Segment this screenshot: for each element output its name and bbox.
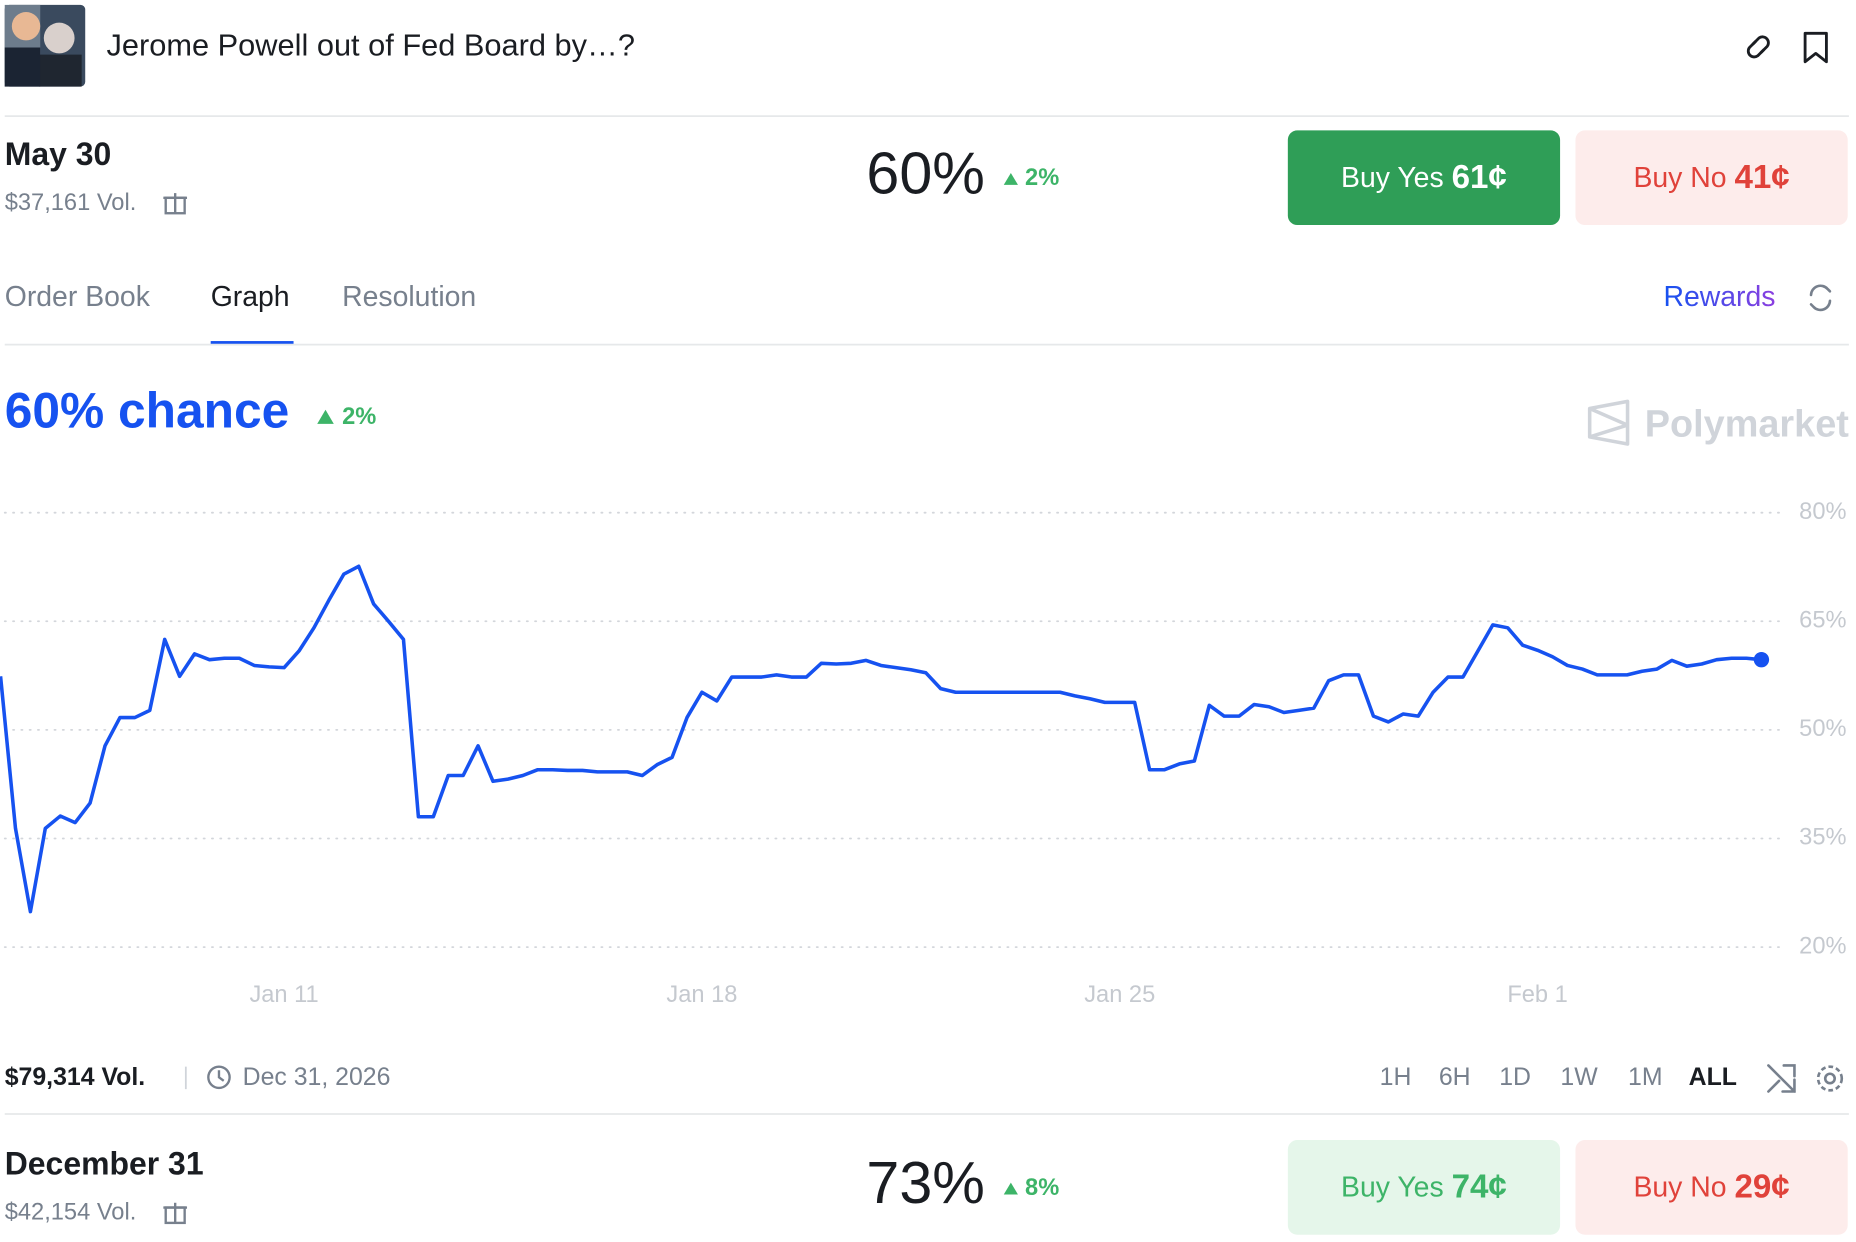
market-title: Jerome Powell out of Fed Board by…? <box>107 28 635 63</box>
settings-button[interactable] <box>1816 1065 1844 1092</box>
buy-no-button[interactable]: Buy No 29¢ <box>1575 1140 1848 1235</box>
button-label: Buy Yes <box>1341 1171 1444 1203</box>
y-tick-label: 65% <box>1799 608 1846 634</box>
y-tick-label: 80% <box>1799 499 1846 525</box>
gift-icon <box>163 1202 188 1225</box>
button-price: 41¢ <box>1734 159 1789 196</box>
range-button[interactable]: 1M <box>1628 1064 1663 1091</box>
buy-yes-button[interactable]: Buy Yes 74¢ <box>1287 1140 1561 1235</box>
button-text: Buy Yes 61¢ <box>1341 159 1507 196</box>
x-tick-label: Jan 25 <box>1084 982 1155 1008</box>
buy-no-button[interactable]: Buy No 41¢ <box>1575 130 1848 226</box>
market-volume: $42,154 Vol. <box>5 1200 137 1226</box>
chart-title: 60% chance <box>5 383 290 439</box>
button-price: 29¢ <box>1734 1168 1789 1205</box>
x-tick-label: Feb 1 <box>1507 982 1568 1008</box>
watermark-logo <box>1587 399 1630 446</box>
buy-yes-button[interactable]: Buy Yes 61¢ <box>1287 130 1561 226</box>
range-button[interactable]: 1D <box>1499 1064 1531 1091</box>
price-line <box>0 564 1762 914</box>
button-bg <box>1575 130 1848 226</box>
tab[interactable]: Resolution <box>342 281 476 313</box>
up-arrow <box>317 409 334 424</box>
x-tick-label: Jan 18 <box>666 982 737 1008</box>
market-change: 2% <box>1025 165 1059 191</box>
total-volume: $79,314 Vol. <box>5 1064 145 1091</box>
chart: 20% 35% 50% 65% 80% Jan 11 Jan 18 Jan 25 Feb 1 <box>0 499 1847 1008</box>
watermark: Polymarket <box>1645 403 1850 445</box>
button-label: Buy No <box>1633 1171 1726 1203</box>
y-tick-label: 35% <box>1799 825 1846 851</box>
market-date: December 31 <box>5 1146 204 1182</box>
button-text: Buy No 41¢ <box>1633 159 1789 196</box>
button-price: 61¢ <box>1452 159 1507 196</box>
button-label: Buy Yes <box>1341 161 1444 193</box>
range-button-active[interactable]: ALL <box>1689 1064 1737 1091</box>
range-button[interactable]: 1H <box>1380 1064 1412 1091</box>
end-date: Dec 31, 2026 <box>243 1064 391 1091</box>
chart-change: 2% <box>342 404 376 430</box>
x-tick-label: Jan 11 <box>249 982 318 1008</box>
y-tick-label: 50% <box>1799 716 1846 742</box>
last-point <box>1753 651 1770 668</box>
gift-icon <box>163 193 188 215</box>
button-price: 74¢ <box>1452 1168 1507 1205</box>
market-chance: 73% <box>866 1149 984 1216</box>
tab-active[interactable]: Graph <box>211 281 290 313</box>
button-text: Buy Yes 74¢ <box>1341 1168 1507 1205</box>
tab-underline <box>210 341 294 345</box>
shuffle-button[interactable] <box>1767 1064 1796 1093</box>
button-bg <box>1287 130 1561 226</box>
tab[interactable]: Order Book <box>5 281 151 313</box>
button-bg <box>1575 1140 1848 1235</box>
market-chance: 60% <box>866 139 984 206</box>
button-text: Buy No 29¢ <box>1633 1168 1789 1205</box>
market-volume: $37,161 Vol. <box>5 190 137 216</box>
button-label: Buy No <box>1633 161 1726 193</box>
range-button[interactable]: 1W <box>1560 1064 1598 1091</box>
link-button[interactable] <box>1746 35 1770 59</box>
up-arrow <box>1003 172 1018 185</box>
avatar <box>4 4 86 87</box>
y-tick-label: 20% <box>1799 933 1846 959</box>
button-bg <box>1287 1140 1561 1235</box>
market-change: 8% <box>1025 1175 1059 1201</box>
clock-icon <box>207 1065 231 1090</box>
range-button[interactable]: 6H <box>1439 1064 1471 1091</box>
up-arrow <box>1003 1182 1018 1195</box>
bookmark-button[interactable] <box>1803 31 1828 64</box>
market-date: May 30 <box>5 136 112 172</box>
refresh-button[interactable] <box>1809 284 1832 312</box>
rewards-link[interactable]: Rewards <box>1663 281 1775 313</box>
